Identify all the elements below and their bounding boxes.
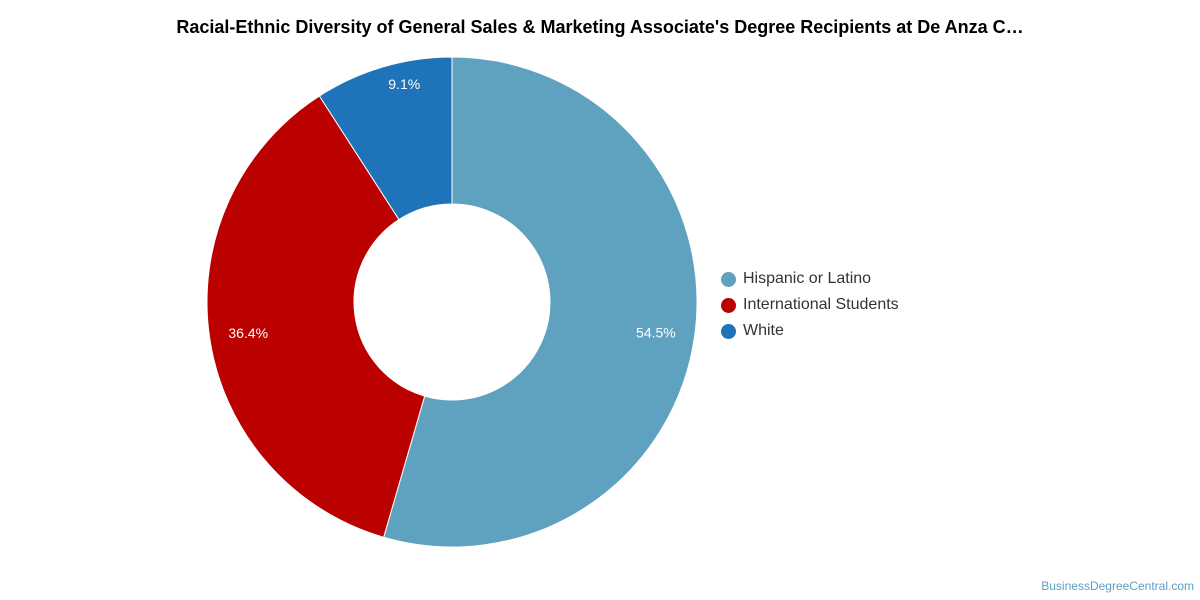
donut-slice-hispanic-or-latino[interactable] bbox=[383, 56, 698, 548]
legend-label: White bbox=[743, 322, 784, 339]
source-credit[interactable]: BusinessDegreeCentral.com bbox=[1041, 579, 1194, 593]
data-label: 36.4% bbox=[228, 325, 268, 341]
legend-item-hispanic-or-latino[interactable]: Hispanic or Latino bbox=[721, 266, 899, 292]
legend-swatch bbox=[721, 323, 736, 339]
donut-slice-international-students[interactable] bbox=[206, 95, 426, 538]
legend-item-international-students[interactable]: International Students bbox=[721, 292, 899, 318]
data-label: 9.1% bbox=[388, 76, 420, 92]
legend-label: International Students bbox=[743, 296, 899, 313]
legend-label: Hispanic or Latino bbox=[743, 270, 872, 287]
legend-swatch bbox=[721, 297, 736, 313]
data-label: 54.5% bbox=[636, 325, 676, 341]
chart-title: Racial-Ethnic Diversity of General Sales… bbox=[176, 17, 1024, 37]
legend-swatch bbox=[721, 271, 736, 287]
legend-item-white[interactable]: White bbox=[721, 318, 899, 344]
donut-slice-white[interactable] bbox=[318, 56, 453, 221]
chart-legend: Hispanic or Latino International Student… bbox=[721, 266, 899, 344]
